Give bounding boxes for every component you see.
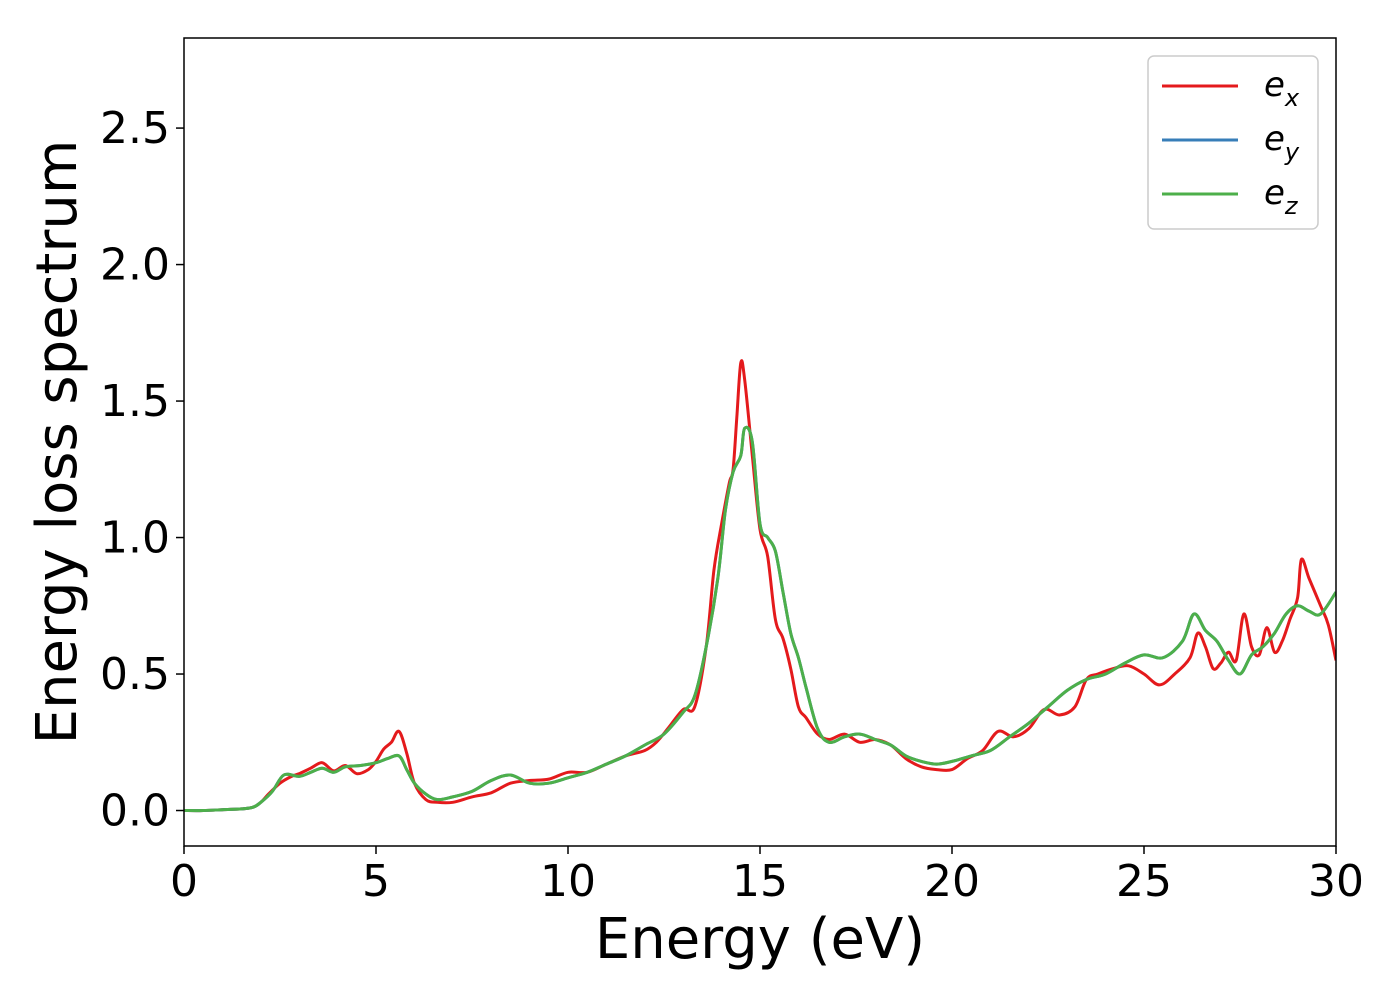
y-tick-label: 2.5 — [100, 103, 170, 154]
legend: ex ey ez — [1147, 55, 1319, 230]
series-layer — [184, 359, 1336, 813]
x-tick-label: 10 — [540, 856, 596, 907]
y-tick-label: 2.0 — [100, 240, 170, 291]
legend-box — [1147, 55, 1319, 230]
x-tick-label: 15 — [732, 856, 788, 907]
series-line-ex — [184, 359, 1336, 813]
series-line-ez — [184, 425, 1336, 813]
y-axis-label: Energy loss spectrum — [25, 140, 90, 745]
y-tick-label: 1.0 — [100, 513, 170, 564]
legend-label-ez: ez — [1264, 173, 1299, 220]
legend-label-ey: ey — [1264, 119, 1300, 166]
x-tick-label: 0 — [170, 856, 198, 907]
legend-label-ex: ex — [1264, 65, 1300, 112]
x-tick-label: 5 — [362, 856, 390, 907]
x-tick-label: 20 — [924, 856, 980, 907]
y-tick-label: 0.5 — [100, 649, 170, 700]
x-tick-label: 25 — [1116, 856, 1172, 907]
x-tick-label: 30 — [1308, 856, 1364, 907]
x-axis-label: Energy (eV) — [595, 907, 925, 972]
y-tick-label: 0.0 — [100, 786, 170, 837]
y-tick-label: 1.5 — [100, 376, 170, 427]
y-axis-ticks: 0.0 0.5 1.0 1.5 2.0 2.5 — [100, 103, 184, 837]
x-axis-ticks: 0 5 10 15 20 25 30 — [170, 846, 1364, 907]
series-line-ey — [184, 425, 1336, 813]
